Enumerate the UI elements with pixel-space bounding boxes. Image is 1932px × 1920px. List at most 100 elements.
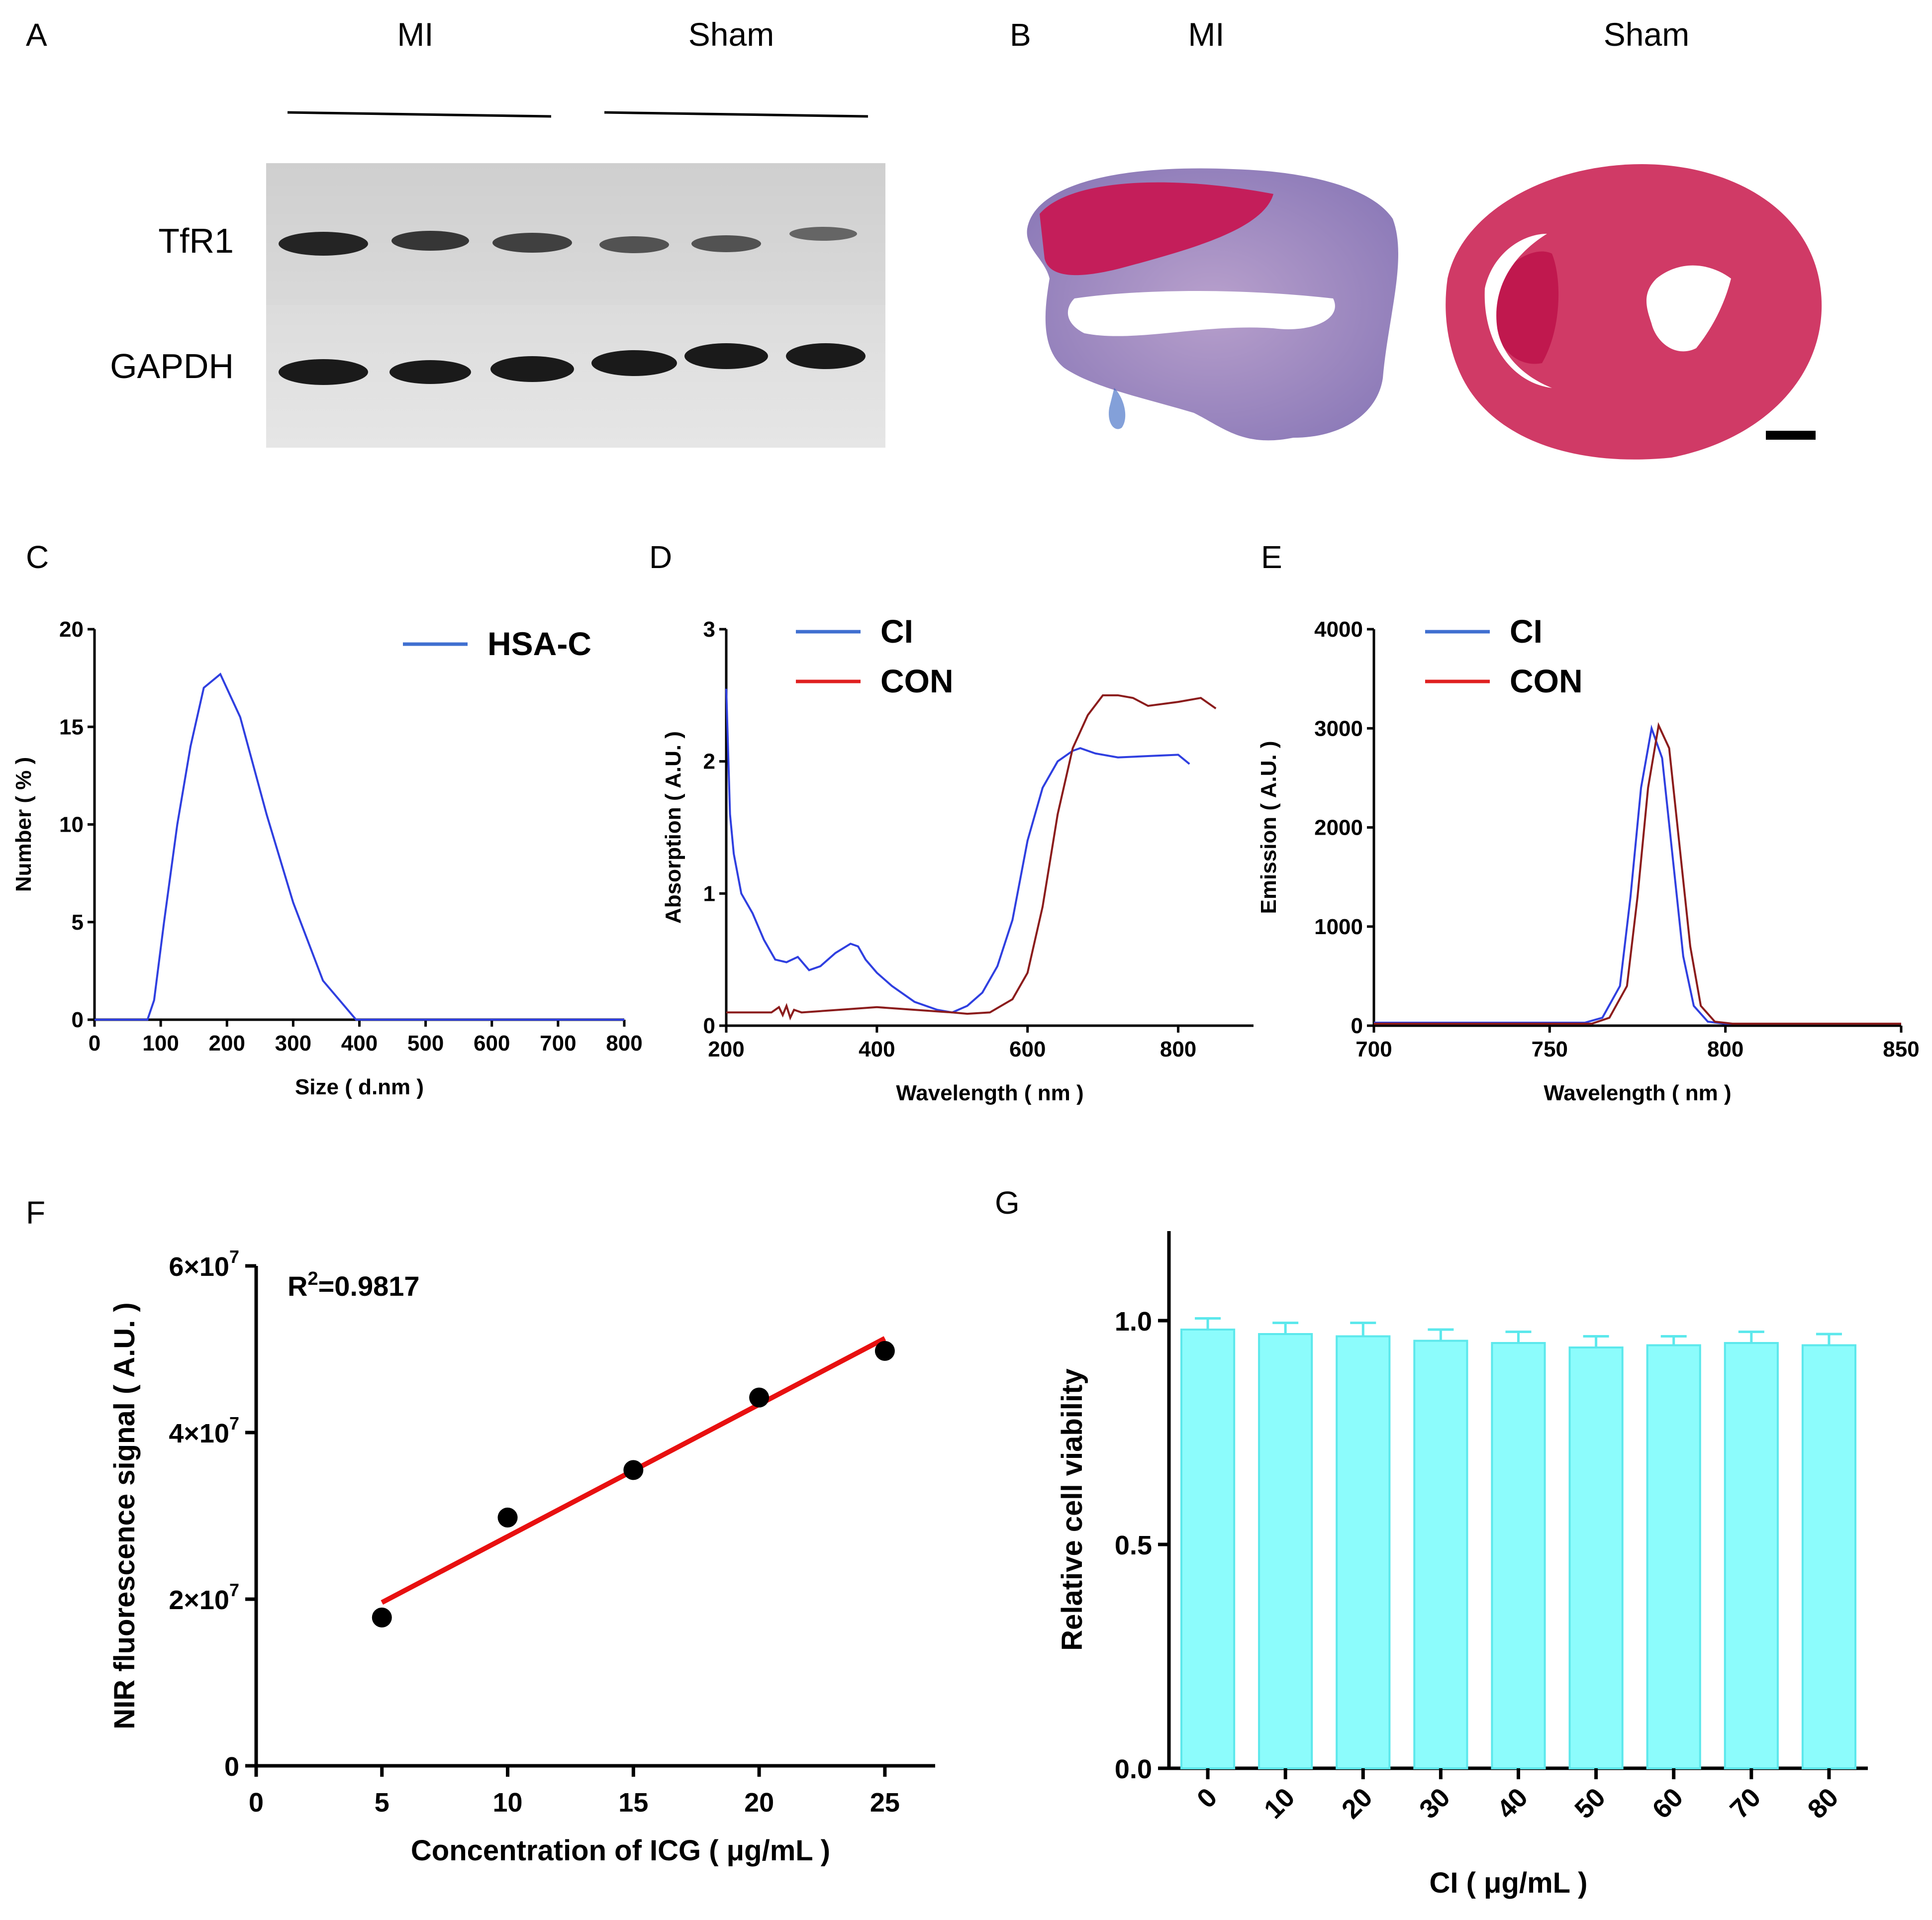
plotF-x-tick-label: 20 — [744, 1788, 774, 1818]
plotC-y-axis-title: Number ( % ) — [11, 757, 36, 892]
panel-label-a: A — [26, 17, 47, 53]
plotG-bar — [1336, 1335, 1391, 1769]
plotF-x-axis-title: Concentration of ICG ( μg/mL ) — [411, 1834, 830, 1867]
plotG-x-tick-label: 20 — [1336, 1782, 1378, 1824]
chart-e: 700 750 800 850 0 1000 2000 3000 4000 Wavelength … — [1256, 613, 1920, 1105]
plotG-y-tick-label: 0.0 — [1115, 1754, 1152, 1784]
plotF-y-tick-label: 2×107 — [169, 1580, 239, 1615]
plotE-y-tick-label: 4000 — [1314, 617, 1363, 642]
plotE-x-tick-label: 800 — [1707, 1037, 1743, 1061]
plotF-y-axis-title: NIR fluorescence signal ( A.U. ) — [108, 1302, 141, 1729]
panel-a-sham-header: Sham — [688, 16, 774, 53]
panel-label-c: C — [26, 539, 49, 575]
plotD-x-tick-label: 200 — [708, 1037, 744, 1061]
plotD-y-tick-label: 1 — [703, 881, 715, 906]
plotF-x-tick-label: 10 — [493, 1788, 523, 1818]
plotG-bar — [1258, 1333, 1313, 1769]
chart-g: 0.0 0.5 1.0 0 10 20 30 40 50 60 70 80 CI ( μg/mL ) Re… — [1056, 1231, 1868, 1899]
plotE-x-tick-label: 750 — [1532, 1037, 1568, 1061]
plotE-series-con-line — [1374, 722, 1901, 1025]
scale-bar — [1766, 431, 1816, 440]
plotG-x-tick-label: 40 — [1491, 1782, 1534, 1824]
plotD-y-axis-title: Absorption ( A.U. ) — [661, 731, 685, 924]
plotG-x-axis-title: CI ( μg/mL ) — [1430, 1867, 1588, 1899]
plotG-x-tick-label: 50 — [1569, 1782, 1611, 1824]
tfr1-row-label: TfR1 — [158, 221, 234, 260]
panel-label-g: G — [995, 1185, 1020, 1221]
panel-b-sham-header: Sham — [1604, 16, 1689, 53]
plotC-x-tick-label: 200 — [209, 1031, 245, 1056]
plotE-y-axis-title: Emission ( A.U. ) — [1256, 741, 1281, 914]
panel-label-b: B — [1010, 17, 1031, 53]
plotC-x-tick-label: 800 — [606, 1031, 642, 1056]
plotG-bar — [1568, 1346, 1624, 1769]
plotC-x-tick-label: 300 — [275, 1031, 311, 1056]
plotC-y-tick-label: 15 — [59, 715, 84, 739]
plotC-x-tick-label: 700 — [540, 1031, 576, 1056]
plotC-x-tick-label: 600 — [474, 1031, 510, 1056]
plotE-x-tick-label: 700 — [1355, 1037, 1392, 1061]
plotG-bar — [1491, 1342, 1546, 1769]
plotG-x-tick-label: 0 — [1191, 1782, 1223, 1814]
plotC-legend-label: HSA-C — [487, 625, 591, 662]
gapdh-row-label: GAPDH — [110, 347, 234, 385]
plotG-x-tick-label: 30 — [1414, 1782, 1456, 1824]
plotE-y-tick-label: 3000 — [1314, 716, 1363, 741]
plotF-x-tick-label: 5 — [375, 1788, 389, 1818]
plotF-x-tick-label: 0 — [249, 1788, 264, 1818]
plotF-x-tick-label: 15 — [618, 1788, 648, 1818]
plotF-data-point — [874, 1341, 895, 1361]
plotG-bar — [1724, 1342, 1779, 1769]
mi-group-line — [287, 111, 552, 118]
plotC-y-tick-label: 0 — [72, 1008, 84, 1032]
plotD-y-tick-label: 2 — [703, 750, 715, 774]
plotF-data-point — [497, 1507, 518, 1528]
plotG-x-tick-label: 70 — [1724, 1782, 1766, 1824]
plotG-y-tick-label: 0.5 — [1115, 1531, 1152, 1560]
plotD-y-tick-label: 0 — [703, 1014, 715, 1038]
western-blot — [266, 163, 885, 448]
plotG-bar — [1801, 1344, 1857, 1769]
plotG-bar — [1413, 1340, 1468, 1769]
plotF-y-tick-label: 0 — [224, 1752, 239, 1782]
plotF-y-tick-label: 4×107 — [169, 1413, 239, 1448]
panel-a-mi-header: MI — [397, 16, 433, 53]
sham-group-line — [604, 111, 869, 118]
plotE-y-tick-label: 1000 — [1314, 915, 1363, 939]
panel-label-d: D — [649, 539, 672, 575]
plotC-x-tick-label: 100 — [142, 1031, 179, 1056]
plotC-x-tick-label: 400 — [341, 1031, 378, 1056]
plotC-y-tick-label: 20 — [59, 617, 84, 642]
plotE-y-tick-label: 2000 — [1314, 816, 1363, 840]
plotE-legend-label: CI — [1510, 613, 1543, 650]
plotE-y-tick-label: 0 — [1351, 1014, 1363, 1038]
plotE-series-ci-line — [1374, 724, 1901, 1025]
plotF-r2-annotation: R2=0.9817 — [288, 1268, 420, 1302]
plotE-legend-label: CON — [1510, 663, 1583, 699]
plotC-x-tick-label: 500 — [407, 1031, 444, 1056]
plotD-series-con-line — [726, 694, 1217, 1021]
plotF-data-point — [749, 1387, 770, 1408]
plotC-x-tick-label: 0 — [89, 1031, 100, 1056]
plotF-data-point — [372, 1607, 392, 1628]
plotG-x-tick-label: 10 — [1258, 1782, 1301, 1824]
plotD-x-tick-label: 400 — [859, 1037, 895, 1061]
sham-heart-section — [1446, 164, 1822, 460]
panel-label-e: E — [1261, 539, 1282, 575]
plotF-x-tick-label: 25 — [870, 1788, 900, 1818]
plotG-x-tick-label: 80 — [1802, 1782, 1844, 1824]
plotD-legend-label: CI — [880, 613, 913, 650]
plotD-x-axis-title: Wavelength ( nm ) — [896, 1081, 1083, 1105]
plotG-y-tick-label: 1.0 — [1115, 1307, 1152, 1337]
plotF-y-tick-label: 6×107 — [169, 1247, 239, 1282]
panel-b-mi-header: MI — [1188, 16, 1224, 53]
plotD-x-tick-label: 800 — [1160, 1037, 1196, 1061]
plotD-legend-label: CON — [880, 663, 954, 699]
plotD-x-tick-label: 600 — [1009, 1037, 1046, 1061]
plotE-x-axis-title: Wavelength ( nm ) — [1544, 1081, 1731, 1105]
chart-d: 200 400 600 800 0 1 2 3 Wavelength ( nm ) Absorpt… — [661, 613, 1254, 1105]
plotG-bar — [1180, 1329, 1236, 1769]
plotE-x-tick-label: 850 — [1883, 1037, 1919, 1061]
plotF-data-point — [623, 1460, 644, 1480]
